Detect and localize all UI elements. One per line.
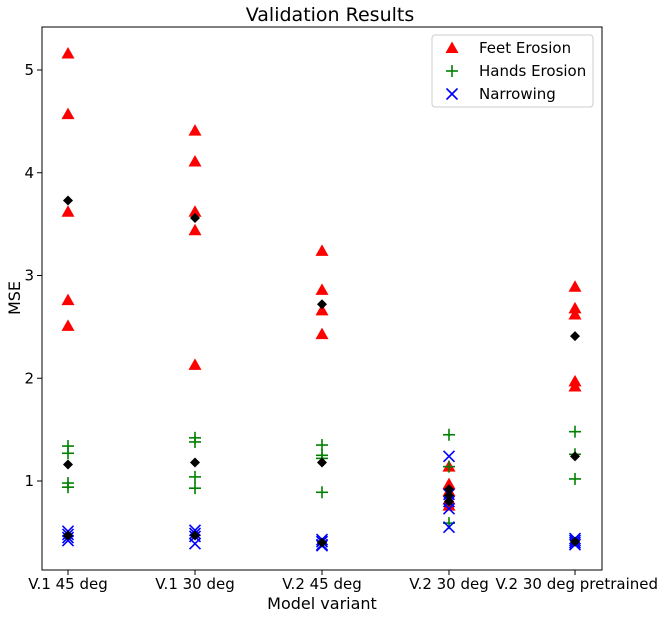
data-point [568,301,582,314]
data-point [443,460,455,473]
data-point [190,457,200,468]
data-point [568,280,582,292]
data-point [315,303,329,316]
data-point [569,472,581,485]
data-point [442,477,456,490]
data-point [62,447,74,460]
data-point [444,496,454,507]
data-point [190,530,200,541]
data-point [189,470,201,483]
x-axis-label: Model variant [267,594,377,613]
data-point [442,521,456,534]
y-axis: 1 2 3 4 5 [24,61,42,490]
data-point [188,537,202,550]
data-point [61,534,75,547]
data-point [316,439,328,452]
plot-layer [61,47,582,552]
y-tick-label: 3 [24,267,34,285]
x-axis: V.1 45 deg V.1 30 deg V.2 45 deg V.2 30 deg… [28,570,658,593]
data-point [188,358,202,370]
data-point [189,435,201,448]
data-point [570,451,580,462]
data-point [444,484,454,495]
data-point [315,327,329,340]
data-point [568,379,582,392]
data-point [188,524,202,537]
legend-label: Feet Erosion [479,39,571,57]
data-point [61,107,75,120]
data-point [316,486,328,499]
x-tick-label: V.2 30 deg [409,575,489,593]
data-point [61,205,75,217]
data-point [188,154,202,167]
data-point [315,283,329,295]
y-tick-label: 1 [24,472,34,490]
data-point [443,428,455,441]
data-point [570,536,580,547]
data-point [63,459,73,470]
x-tick-label: V.1 30 deg [155,575,235,593]
y-tick-label: 2 [24,369,34,387]
legend: Feet Erosion Hands Erosion Narrowing [431,34,594,108]
chart-title: Validation Results [246,4,414,26]
data-point [188,205,202,217]
legend-marker [445,87,459,101]
data-point [63,530,73,541]
data-point [61,319,75,331]
series-feet-erosion [61,47,582,511]
legend-box [431,34,594,108]
legend-marker [445,41,459,53]
data-point [188,223,202,236]
data-point [188,124,202,136]
data-point [62,481,74,494]
y-tick-label: 4 [24,164,34,182]
data-point [568,308,582,320]
y-axis-label: MSE [5,281,24,315]
x-tick-label: V.2 30 deg pretrained [495,575,658,593]
data-point [189,482,201,495]
legend-marker [446,65,458,77]
legend-label: Hands Erosion [479,62,586,80]
data-point [61,47,75,59]
data-point [444,490,454,501]
data-point [317,537,327,548]
data-point [317,299,327,310]
data-point [190,212,200,223]
x-tick-label: V.1 45 deg [28,575,108,593]
data-point [61,293,75,306]
data-point [317,457,327,468]
data-point [570,331,580,342]
data-point [442,450,456,463]
x-tick-label: V.2 45 deg [282,575,362,593]
legend-label: Narrowing [479,85,556,103]
series-mean [63,195,580,548]
data-point [63,195,73,206]
data-point [569,425,581,438]
data-point [442,502,456,515]
y-tick-label: 5 [24,61,34,79]
data-point [315,244,329,256]
